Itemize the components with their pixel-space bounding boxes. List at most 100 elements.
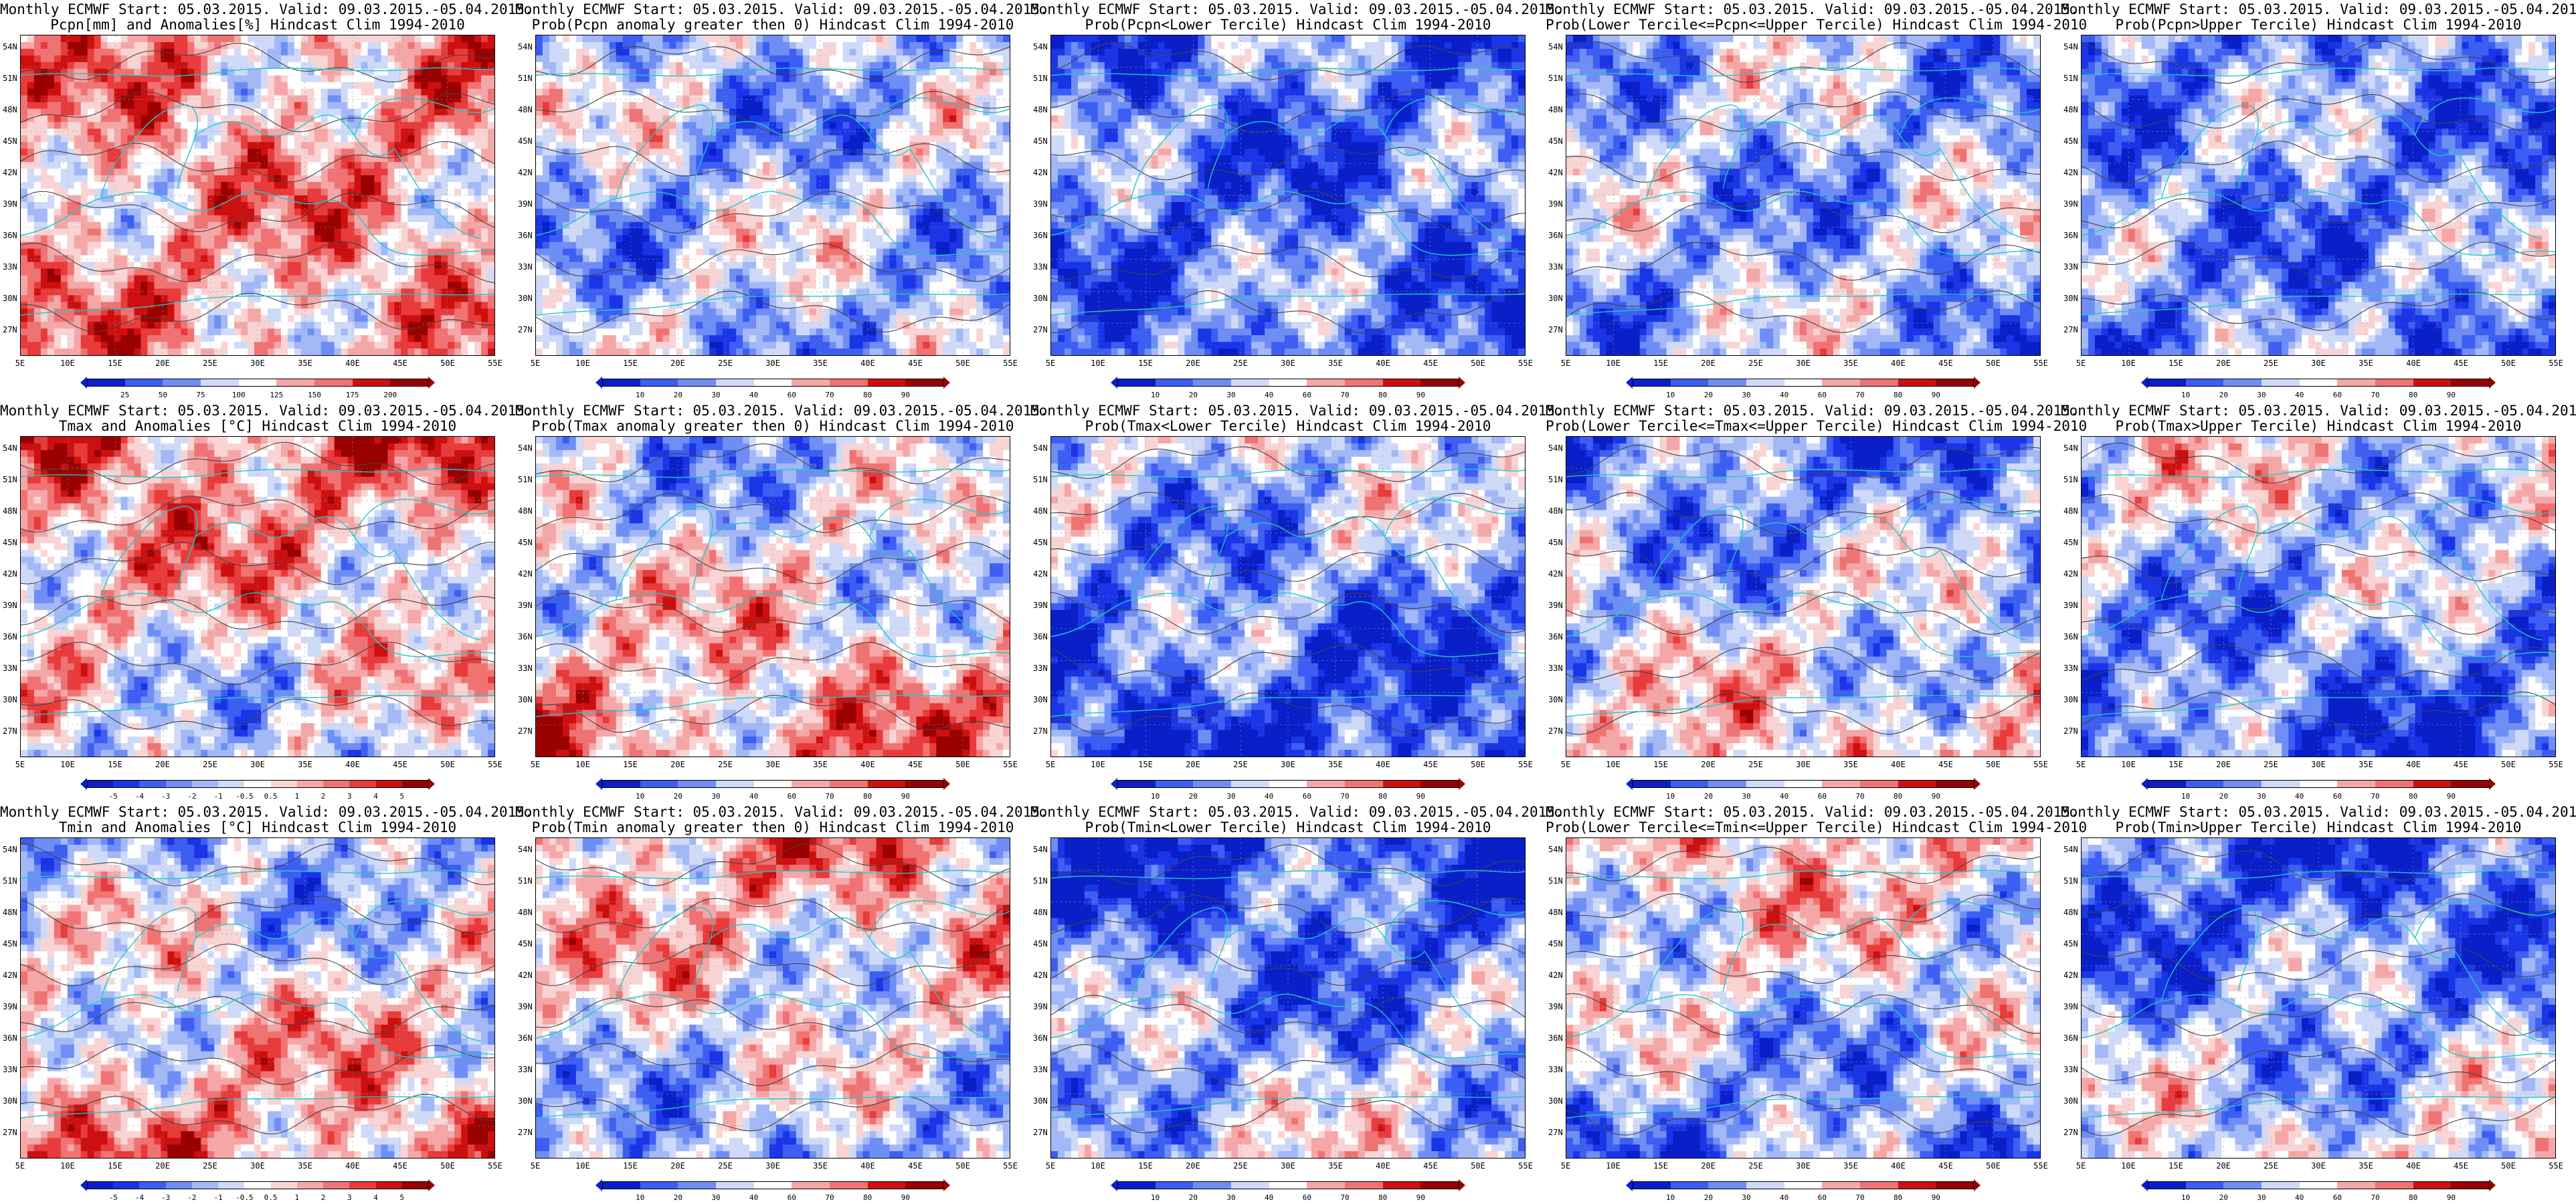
latitude-label: 27N: [1548, 1128, 1563, 1136]
longitude-label: 35E: [1843, 359, 1858, 367]
graticule: [536, 838, 1010, 1158]
colorbar-segment: [244, 780, 272, 788]
latitude-label: 45N: [518, 137, 533, 145]
colorbar-tick-label: -0.5: [236, 792, 254, 801]
colorbar-segment: [238, 379, 277, 387]
map-panel-pcpn-1: Monthly ECMWF Start: 05.03.2015. Valid: …: [0, 0, 533, 401]
colorbar-segment: [165, 1181, 193, 1189]
latitude-label: 30N: [1548, 294, 1563, 302]
latitude-label: 42N: [518, 971, 533, 979]
colorbar-segment: [640, 780, 678, 788]
colorbar-max-arrow: [428, 377, 435, 389]
latitude-label: 54N: [3, 444, 17, 452]
latitude-label: 27N: [2063, 727, 2078, 735]
panel-hindcast-label: Hindcast Clim 1994-2010: [1297, 819, 1491, 835]
longitude-label: 40E: [1376, 359, 1390, 367]
colorbar-tick-label: 90: [1416, 1193, 1425, 1202]
colorbar-max-arrow: [1459, 778, 1465, 790]
longitude-label: 45E: [1423, 1162, 1438, 1170]
colorbar-segment: [1269, 379, 1307, 387]
longitude-label: 25E: [1233, 359, 1248, 367]
longitude-label: 5E: [531, 359, 540, 367]
colorbar-tick-label: 30: [2257, 792, 2266, 801]
colorbar-segment: [1860, 1181, 1899, 1189]
panel-variable-label: Prob(Tmax<Lower Tercile): [1085, 418, 1288, 434]
colorbar-min-arrow: [1111, 778, 1117, 790]
colorbar-tick-label: 70: [2371, 391, 2379, 399]
colorbar-tick-label: 70: [1340, 792, 1349, 801]
map-panel-tmin-2: Monthly ECMWF Start: 05.03.2015. Valid: …: [515, 803, 1048, 1204]
colorbar-tick-label: 10: [636, 1193, 644, 1202]
colorbar-tick-label: 60: [788, 391, 796, 399]
longitude-label: 40E: [1891, 761, 1906, 769]
map-panel-tmin-5: Monthly ECMWF Start: 05.03.2015. Valid: …: [2061, 803, 2576, 1204]
panel-title-line2: Prob(Lower Tercile<=Tmin<=Upper Tercile)…: [1546, 819, 2087, 835]
colorbar-tick-label: 60: [1818, 792, 1827, 801]
colorbar-segment: [1193, 1181, 1232, 1189]
panel-variable-label: Prob(Tmin<Lower Tercile): [1085, 819, 1288, 835]
latitude-label: 54N: [2063, 444, 2078, 452]
colorbar-tick-label: 80: [1894, 1193, 1902, 1202]
panel-title-line2: Prob(Tmin>Upper Tercile) Hindcast Clim 1…: [2061, 819, 2576, 835]
colorbar: 10 20 30 40 60 70 80 90: [1626, 778, 1981, 801]
panel-title-line2: Prob(Lower Tercile<=Tmax<=Upper Tercile)…: [1546, 418, 2087, 434]
contour-lines: [536, 45, 1010, 334]
longitude-label: 30E: [250, 761, 265, 769]
latitude-label: 45N: [1548, 940, 1563, 948]
longitude-label: 15E: [108, 761, 122, 769]
colorbar-segment: [905, 1181, 944, 1189]
panel-title-line1: Monthly ECMWF Start: 05.03.2015. Valid: …: [2061, 1, 2576, 17]
longitude-label: 35E: [1328, 359, 1343, 367]
colorbar-segment: [1633, 780, 1671, 788]
colorbar-segment: [2413, 780, 2452, 788]
colorbar-frame: [602, 379, 943, 387]
colorbar-frame: [1117, 379, 1459, 387]
map-svg: [1051, 35, 1525, 355]
coastlines: [1051, 468, 1525, 717]
colorbar-tick-label: 5: [399, 1193, 404, 1202]
colorbar-segment: [905, 379, 944, 387]
latitude-label: 33N: [2063, 664, 2078, 672]
longitude-label: 50E: [440, 359, 455, 367]
latitude-label: 33N: [2063, 1066, 2078, 1074]
graticule: [21, 35, 494, 355]
colorbar-segment: [1231, 1181, 1270, 1189]
coastlines: [1566, 468, 2040, 717]
latitude-label: 33N: [1548, 1066, 1563, 1074]
latitude-label: 48N: [1548, 507, 1563, 515]
latitude-label: 42N: [1033, 570, 1048, 578]
longitude-label: 25E: [1233, 1162, 1248, 1170]
colorbar-tick-label: 20: [2219, 391, 2228, 399]
colorbar-segment: [1670, 379, 1709, 387]
colorbar-segment: [2375, 1181, 2414, 1189]
latitude-label: 33N: [1033, 1066, 1048, 1074]
colorbar-segment: [2148, 780, 2187, 788]
panel-hindcast-label: Hindcast Clim 1994-2010: [820, 418, 1014, 434]
latitude-label: 42N: [2063, 570, 2078, 578]
latitude-label: 51N: [3, 877, 17, 885]
longitude-label: 40E: [1891, 1162, 1906, 1170]
colorbar-tick-label: 70: [1855, 391, 1864, 399]
colorbar-tick-label: 200: [383, 391, 397, 399]
panel-hindcast-label: Hindcast Clim 1994-2010: [2327, 418, 2522, 434]
latitude-label: 36N: [3, 633, 17, 641]
colorbar: 10 20 30 40 60 70 80 90: [2141, 377, 2496, 399]
colorbar-tick-label: 30: [1226, 391, 1235, 399]
longitude-label: 25E: [718, 359, 733, 367]
latitude-label: 54N: [2063, 845, 2078, 854]
colorbar-tick-label: 2: [321, 792, 326, 801]
contour-lines: [1566, 41, 2040, 333]
colorbar-tick-label: 20: [1704, 391, 1713, 399]
longitude-label: 50E: [2501, 1162, 2516, 1170]
colorbar-min-arrow: [2141, 1179, 2148, 1191]
colorbar-tick-label: -2: [187, 1193, 196, 1202]
longitude-label: 5E: [1046, 1162, 1055, 1170]
longitude-label: 45E: [1423, 359, 1438, 367]
longitude-label: 20E: [2216, 761, 2231, 769]
colorbar-tick-label: 80: [863, 391, 872, 399]
colorbar-tick-label: 70: [1340, 391, 1349, 399]
shaded-field: [1051, 838, 1525, 1158]
latitude-label: 51N: [518, 476, 533, 484]
latitude-label: 54N: [1033, 43, 1048, 51]
colorbar-segment: [2451, 1181, 2490, 1189]
